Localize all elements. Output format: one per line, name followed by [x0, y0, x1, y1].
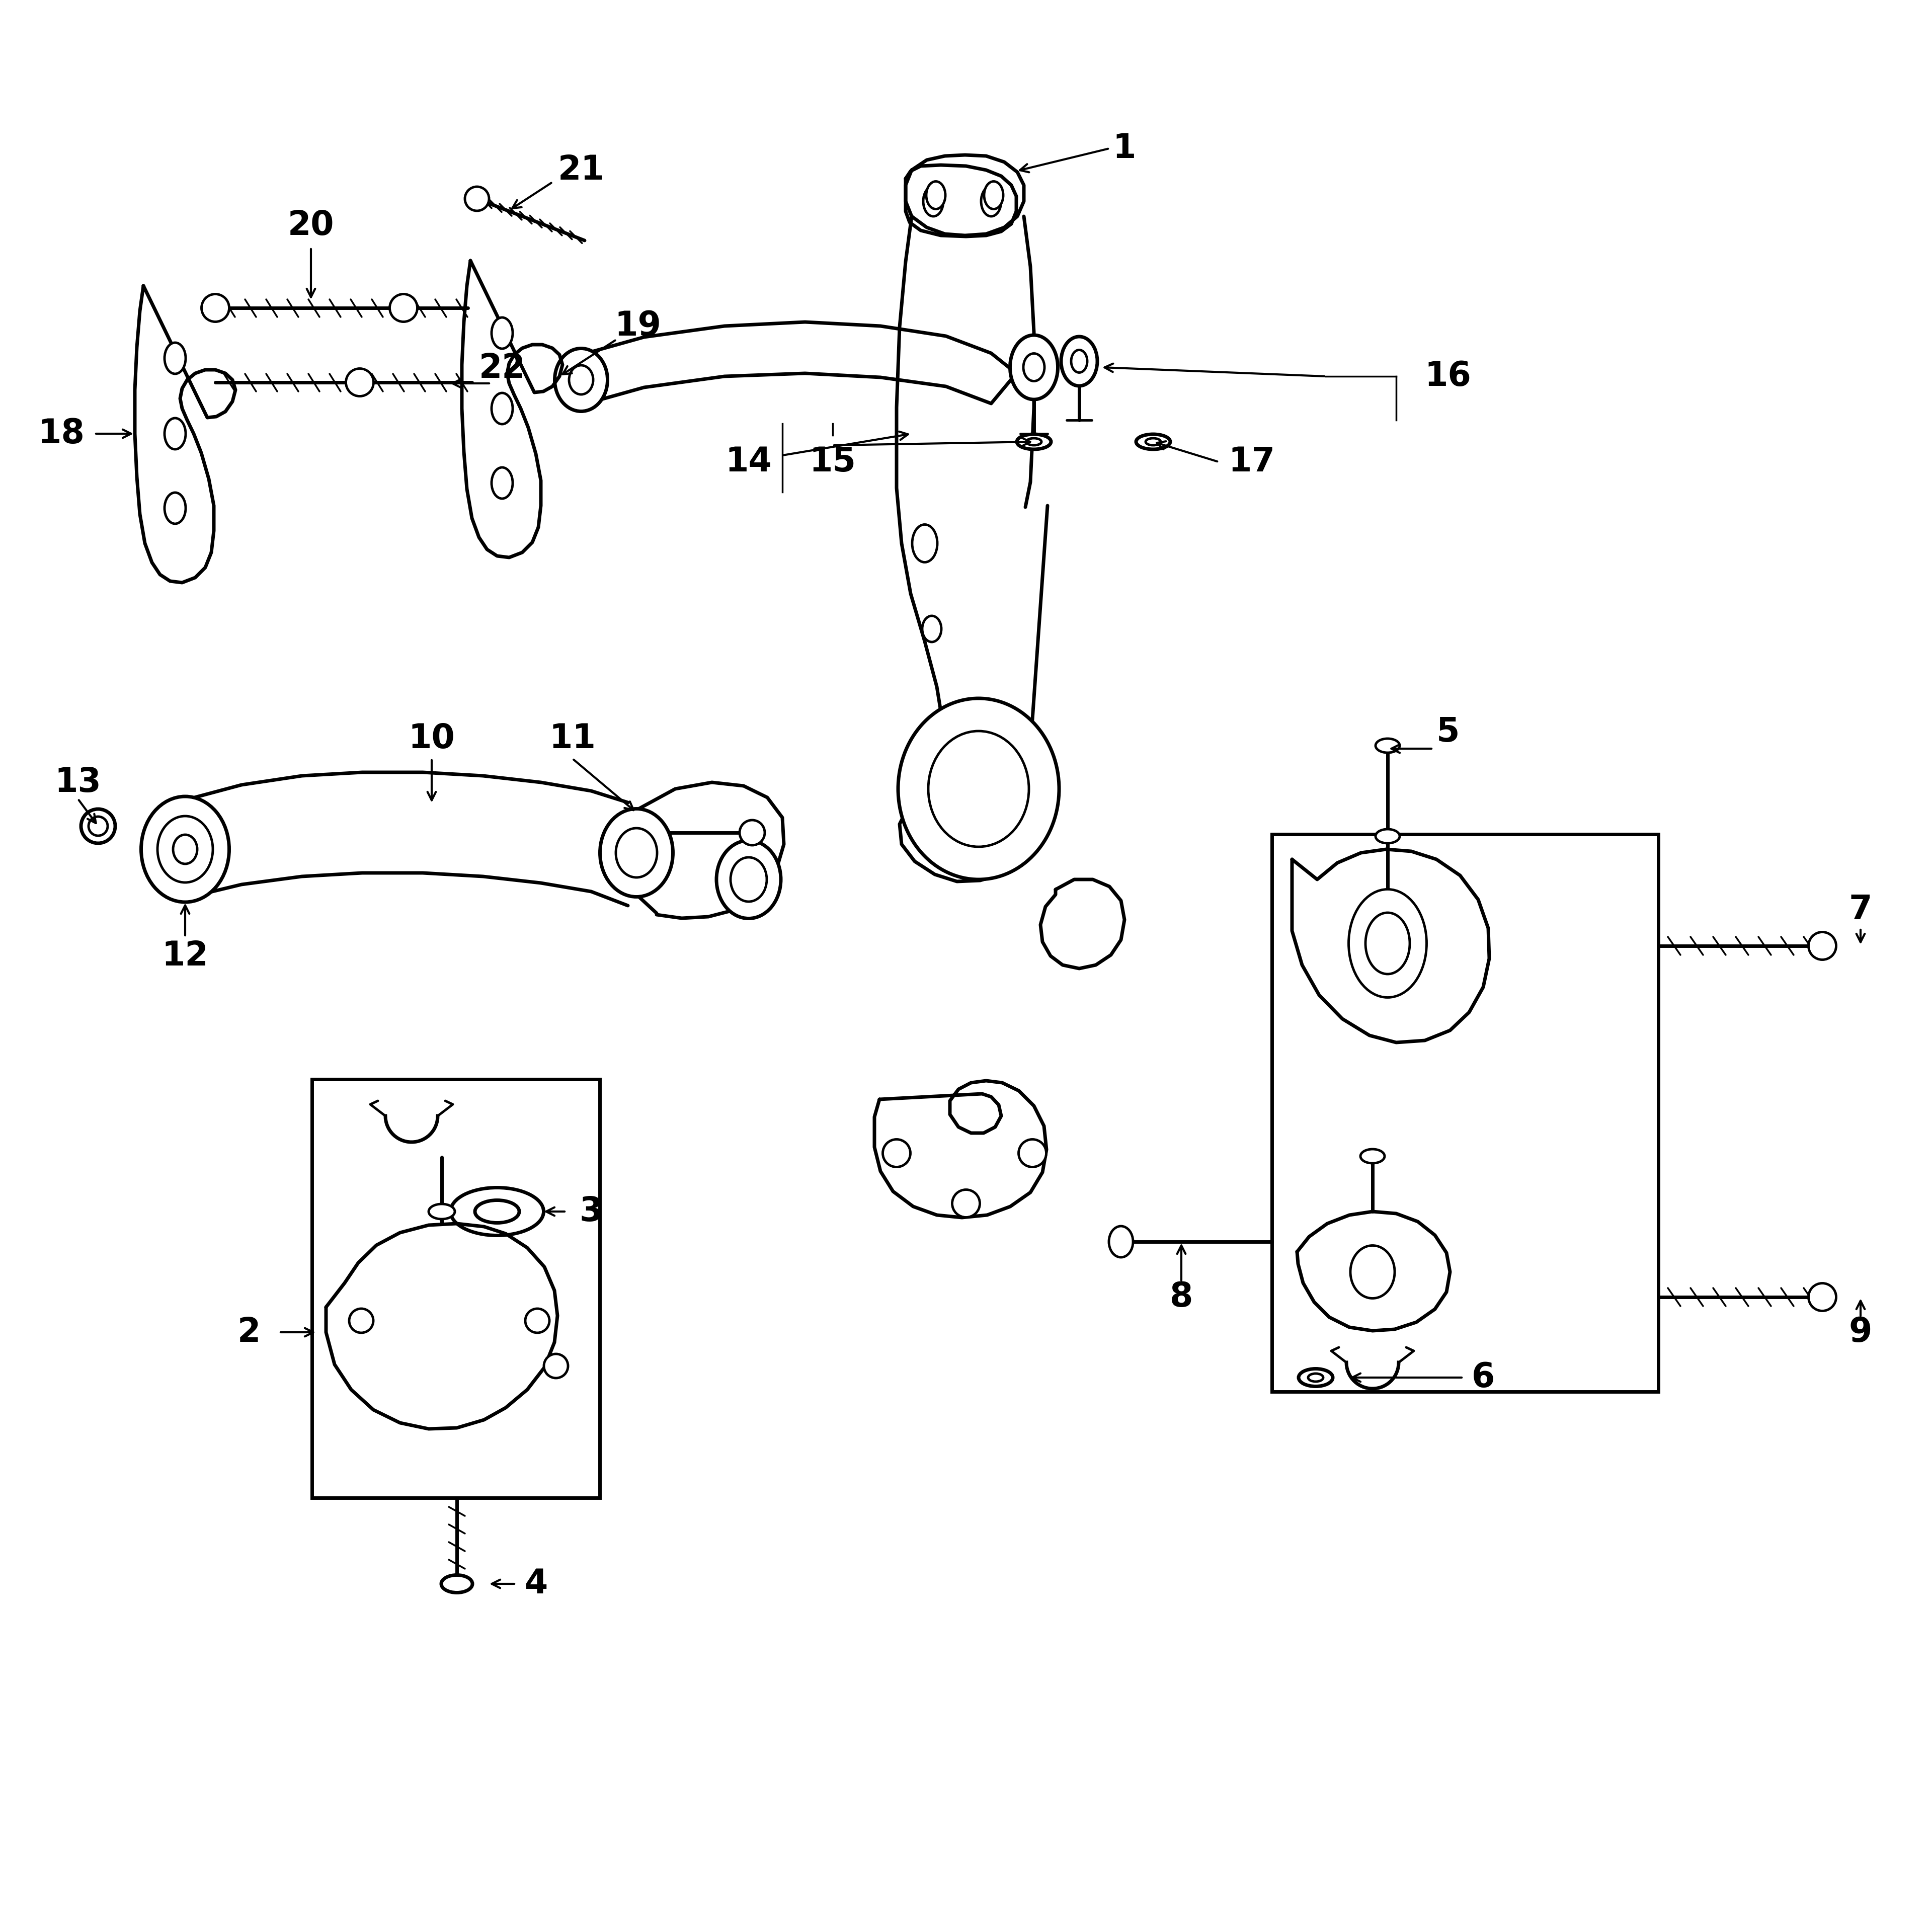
Ellipse shape [491, 468, 512, 498]
Ellipse shape [1018, 1140, 1047, 1167]
Ellipse shape [554, 348, 607, 412]
Text: 12: 12 [162, 939, 209, 972]
Ellipse shape [89, 817, 108, 837]
Ellipse shape [1308, 1374, 1323, 1381]
Ellipse shape [1136, 435, 1171, 450]
Text: 1: 1 [1113, 131, 1136, 164]
Ellipse shape [174, 835, 197, 864]
Text: 20: 20 [288, 209, 334, 242]
Ellipse shape [923, 185, 943, 216]
Ellipse shape [1808, 931, 1835, 960]
Text: 3: 3 [580, 1194, 603, 1229]
Polygon shape [1293, 850, 1490, 1043]
Ellipse shape [491, 392, 512, 425]
Text: 17: 17 [1229, 444, 1275, 479]
Ellipse shape [922, 616, 941, 641]
Ellipse shape [983, 182, 1003, 209]
Text: 8: 8 [1169, 1281, 1192, 1314]
Ellipse shape [81, 810, 116, 842]
Ellipse shape [350, 1308, 373, 1333]
Ellipse shape [1376, 738, 1399, 753]
Ellipse shape [526, 1308, 549, 1333]
Polygon shape [896, 224, 1109, 879]
Ellipse shape [1109, 1227, 1132, 1258]
Ellipse shape [1808, 1283, 1835, 1312]
Text: 13: 13 [54, 765, 100, 800]
Ellipse shape [450, 1188, 543, 1235]
Ellipse shape [491, 317, 512, 348]
Text: 19: 19 [614, 309, 661, 342]
Text: 10: 10 [408, 723, 456, 755]
Polygon shape [327, 1223, 558, 1430]
Ellipse shape [1016, 435, 1051, 450]
Polygon shape [462, 261, 562, 558]
Text: 9: 9 [1849, 1316, 1872, 1349]
Polygon shape [135, 286, 236, 583]
Ellipse shape [927, 730, 1030, 846]
Text: 14: 14 [725, 444, 773, 479]
Ellipse shape [730, 858, 767, 902]
Polygon shape [1296, 1211, 1451, 1331]
Text: 6: 6 [1472, 1360, 1495, 1395]
Ellipse shape [1366, 912, 1410, 974]
Ellipse shape [717, 840, 781, 918]
Ellipse shape [545, 1354, 568, 1378]
Ellipse shape [390, 294, 417, 323]
Ellipse shape [164, 493, 185, 524]
Ellipse shape [475, 1200, 520, 1223]
Polygon shape [906, 155, 1024, 236]
Ellipse shape [346, 369, 373, 396]
Bar [1271, 835, 1658, 1391]
Ellipse shape [898, 697, 1059, 879]
Ellipse shape [981, 185, 1001, 216]
Ellipse shape [440, 1575, 473, 1592]
Ellipse shape [1376, 829, 1399, 842]
Ellipse shape [883, 1140, 910, 1167]
Ellipse shape [1350, 1246, 1395, 1298]
Ellipse shape [616, 829, 657, 877]
Ellipse shape [1349, 889, 1426, 997]
Ellipse shape [1070, 350, 1088, 373]
Text: 7: 7 [1849, 893, 1872, 925]
Polygon shape [875, 1080, 1047, 1217]
Polygon shape [906, 164, 1016, 236]
Text: 15: 15 [810, 444, 856, 479]
Text: 18: 18 [39, 417, 85, 450]
Text: 21: 21 [558, 153, 605, 187]
Ellipse shape [164, 417, 185, 450]
Ellipse shape [201, 294, 230, 323]
Ellipse shape [740, 819, 765, 846]
Ellipse shape [1146, 439, 1161, 444]
Ellipse shape [466, 187, 489, 211]
Ellipse shape [601, 810, 672, 896]
Polygon shape [1041, 879, 1124, 968]
Ellipse shape [158, 815, 213, 883]
Ellipse shape [1298, 1368, 1333, 1387]
Ellipse shape [1010, 334, 1059, 400]
Ellipse shape [141, 796, 230, 902]
Ellipse shape [570, 365, 593, 394]
Ellipse shape [429, 1204, 454, 1219]
Ellipse shape [1360, 1150, 1385, 1163]
Text: 5: 5 [1435, 715, 1461, 748]
Ellipse shape [925, 182, 945, 209]
Text: 11: 11 [549, 723, 595, 755]
Ellipse shape [164, 342, 185, 373]
Ellipse shape [1026, 439, 1041, 444]
Ellipse shape [952, 1190, 980, 1217]
Ellipse shape [912, 524, 937, 562]
Text: 4: 4 [524, 1567, 547, 1600]
Text: 2: 2 [238, 1316, 261, 1349]
Ellipse shape [1024, 354, 1045, 381]
Bar [311, 1080, 599, 1497]
Text: 16: 16 [1424, 359, 1472, 392]
Text: 22: 22 [479, 352, 526, 384]
Ellipse shape [1061, 336, 1097, 386]
